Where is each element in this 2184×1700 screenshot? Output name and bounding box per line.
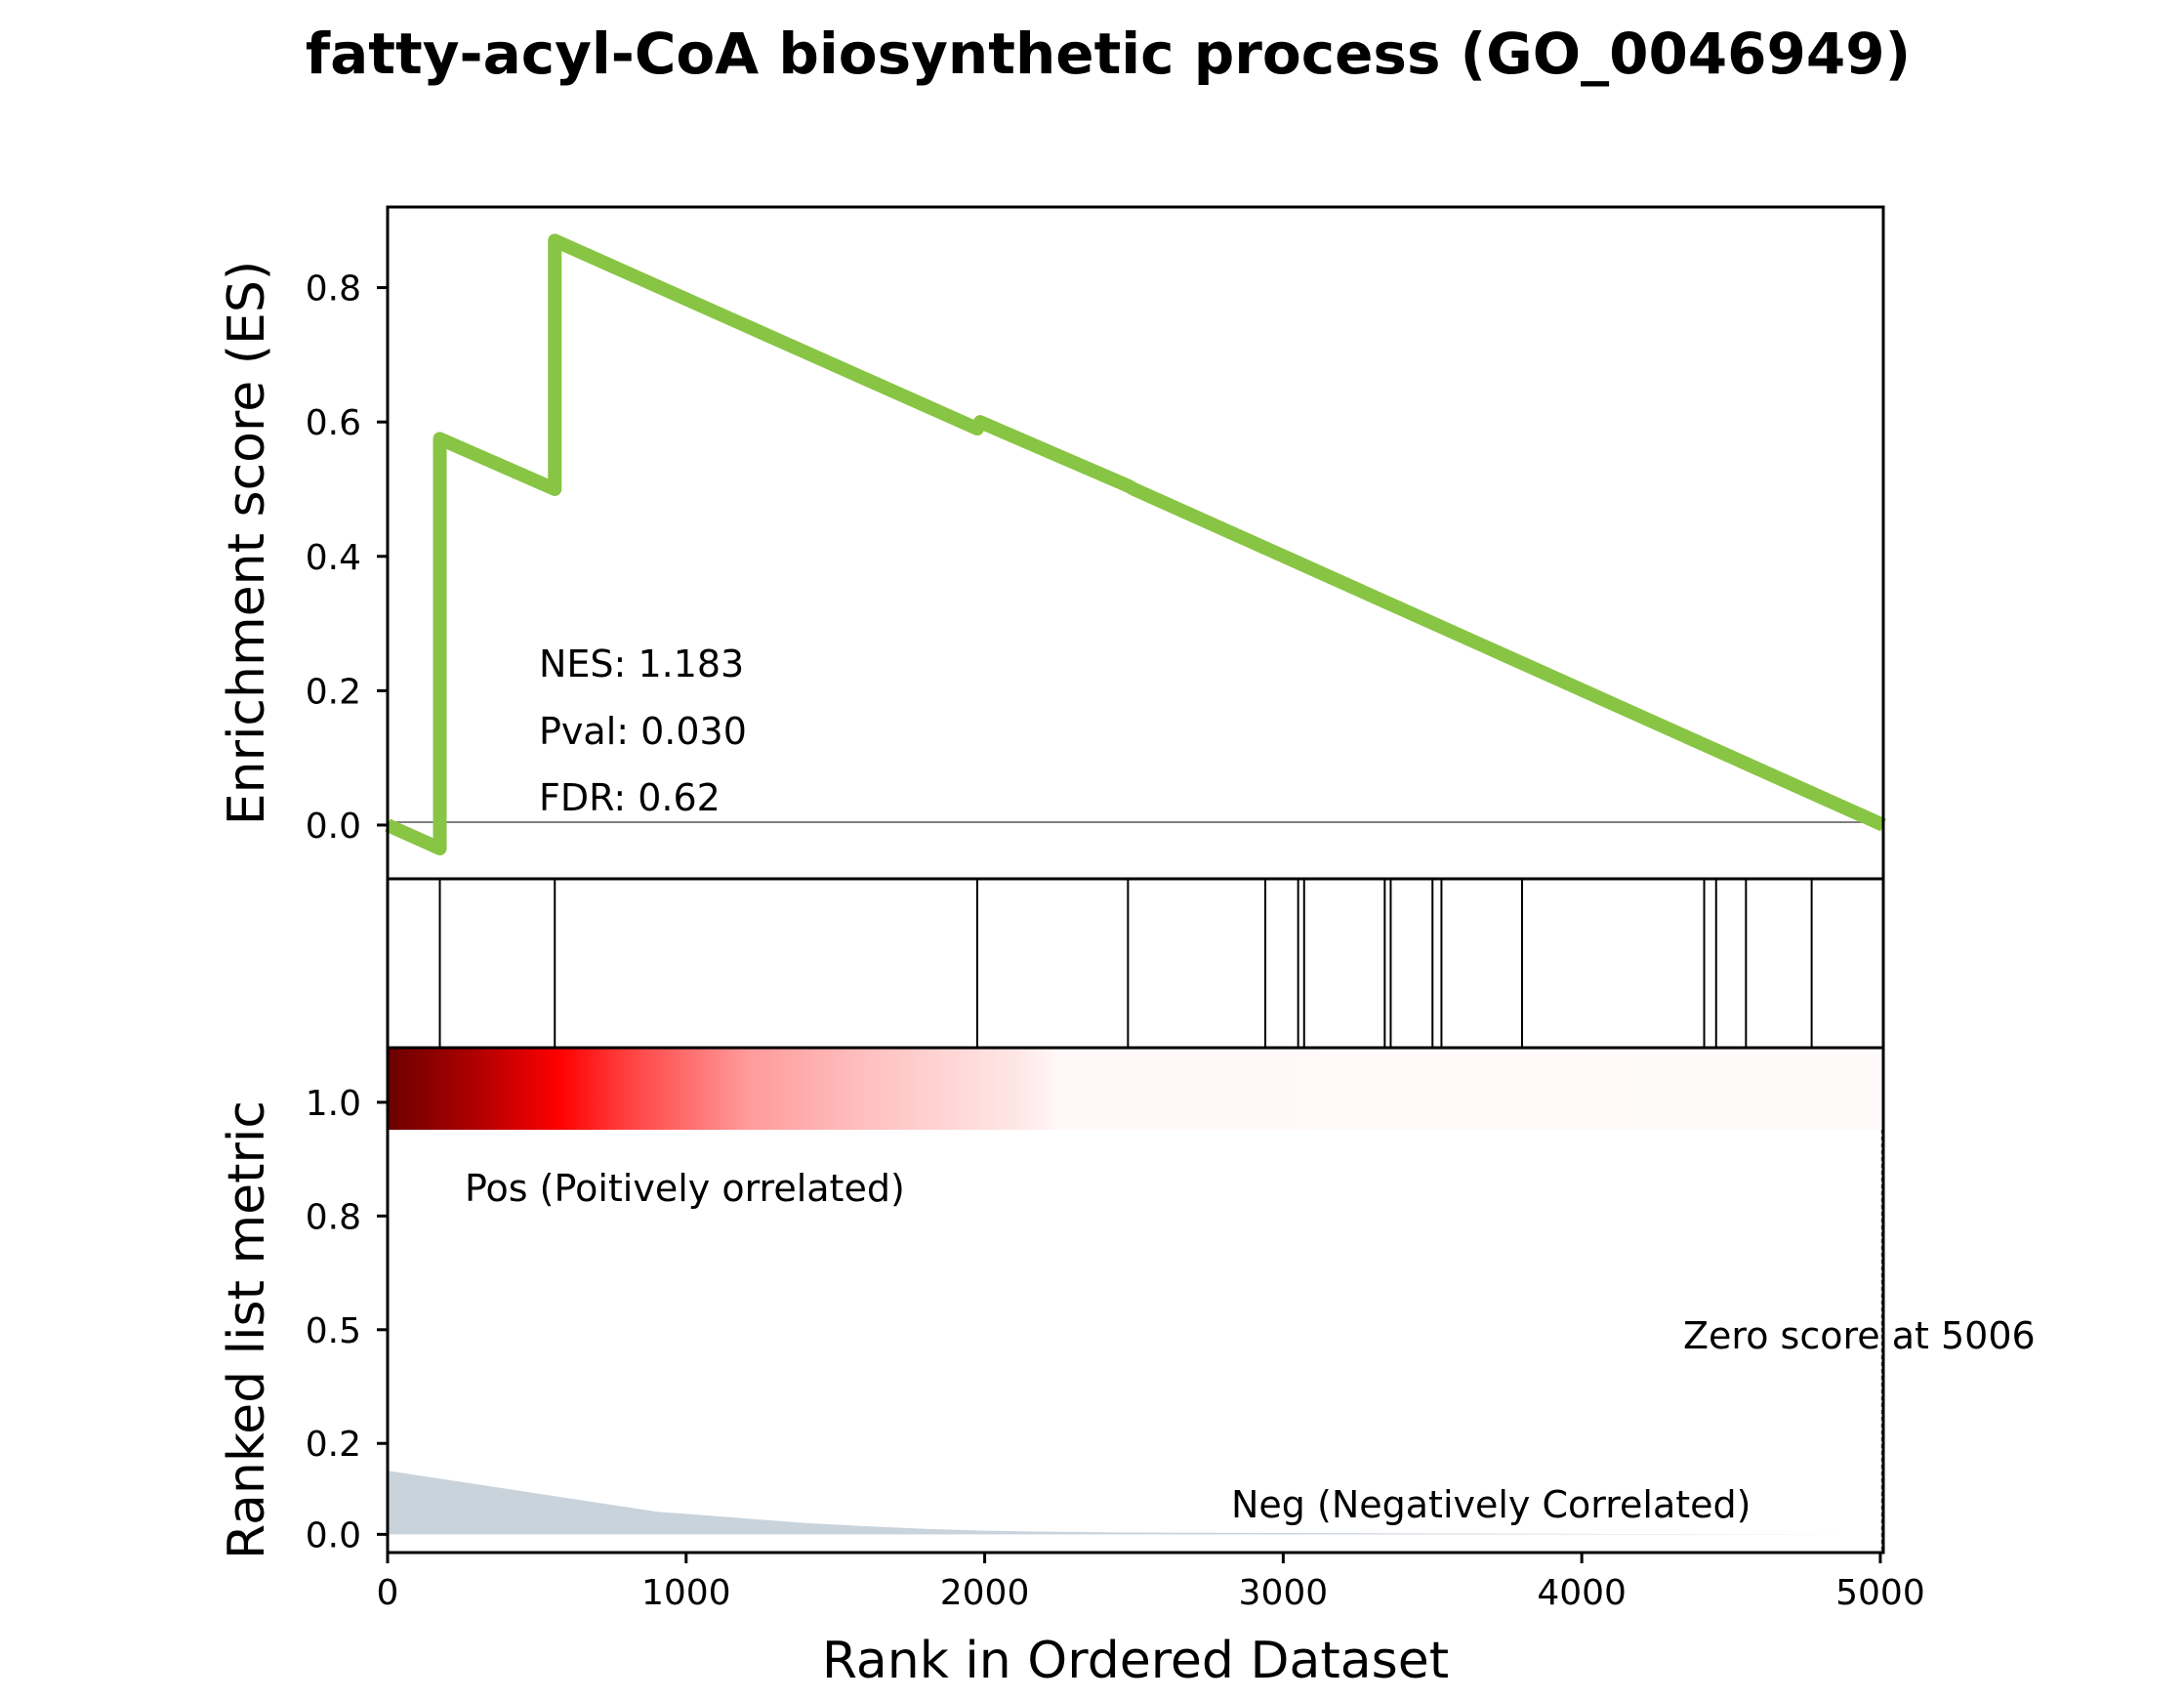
- fdr-stat: FDR: 0.62: [539, 776, 721, 819]
- hit-lines: [438, 879, 1813, 1048]
- hits-panel: [386, 877, 1885, 1050]
- ranked-y-tick-label: 0.2: [306, 1425, 361, 1465]
- es-y-ticks: 0.0 0.2 0.4 0.6 0.8: [306, 270, 388, 847]
- ranked-y-tick-label: 1.0: [306, 1084, 361, 1124]
- x-tick-label: 4000: [1537, 1573, 1627, 1613]
- hits-axes-frame: [386, 877, 1885, 1050]
- es-y-tick-label: 0.2: [306, 672, 361, 712]
- ranked-axes-frame: [386, 1046, 1885, 1555]
- chart-title: fatty-acyl-CoA biosynthetic process (GO_…: [306, 21, 1911, 87]
- es-y-tick-label: 0.4: [306, 538, 361, 578]
- ranked-metric-panel: 0.0 0.2 0.5 0.8 1.0 0 1000 2000 3000 4000 5000 Ra…: [218, 1046, 2036, 1690]
- x-tick-label: 3000: [1239, 1573, 1329, 1613]
- negative-correlation-label: Neg (Negatively Correlated): [1231, 1483, 1751, 1526]
- es-curve: [385, 233, 1886, 856]
- es-y-axis-label: Enrichment score (ES): [218, 261, 276, 825]
- x-tick-label: 0: [377, 1573, 399, 1613]
- ranked-x-ticks: 0 1000 2000 3000 4000 5000: [377, 1553, 1925, 1613]
- ranked-y-ticks: 0.0 0.2 0.5 0.8 1.0: [306, 1084, 388, 1555]
- pval-stat: Pval: 0.030: [539, 710, 747, 753]
- ranked-y-axis-label: Ranked list metric: [218, 1100, 276, 1559]
- ranked-y-tick-label: 0.5: [306, 1311, 361, 1351]
- nes-stat: NES: 1.183: [539, 643, 744, 685]
- x-tick-label: 2000: [940, 1573, 1030, 1613]
- es-y-tick-label: 0.0: [306, 807, 361, 847]
- positive-correlation-label: Pos (Poitively orrelated): [465, 1167, 905, 1210]
- ranked-heatmap-bar: [388, 1048, 1883, 1130]
- ranked-y-tick-label: 0.8: [306, 1197, 361, 1237]
- enrichment-score-panel: 0.0 0.2 0.4 0.6 0.8 Enrichment score (ES) NE…: [218, 205, 1886, 881]
- ranked-metric-area: [388, 1471, 1882, 1535]
- x-tick-label: 5000: [1835, 1573, 1925, 1613]
- x-axis-label: Rank in Ordered Dataset: [822, 1632, 1449, 1690]
- x-tick-label: 1000: [641, 1573, 731, 1613]
- es-y-tick-label: 0.8: [306, 270, 361, 310]
- es-y-tick-label: 0.6: [306, 403, 361, 443]
- zero-score-label: Zero score at 5006: [1683, 1314, 2036, 1357]
- ranked-y-tick-label: 0.0: [306, 1515, 361, 1555]
